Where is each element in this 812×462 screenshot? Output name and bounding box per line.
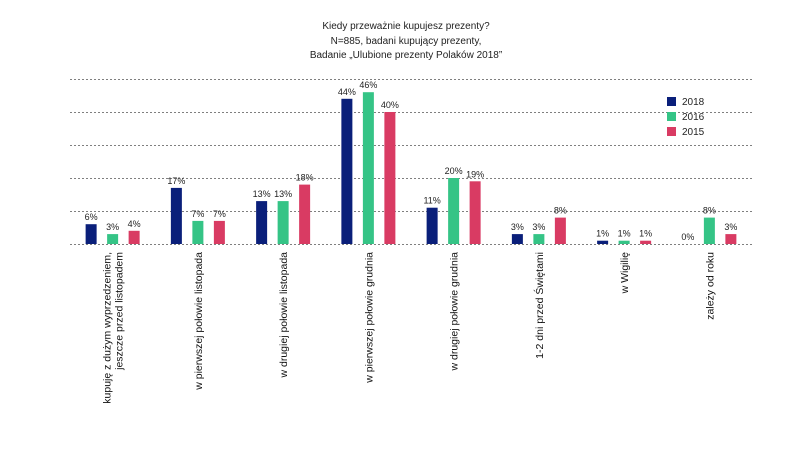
legend-label-2018: 2018 xyxy=(682,97,705,108)
category-label: kupuję z dużym wyprzedzeniem, xyxy=(102,252,114,404)
chart-title-line: Kiedy przeważnie kupujesz prezenty? xyxy=(322,21,490,32)
bar-2015 xyxy=(299,184,311,244)
data-label: 20% xyxy=(445,166,463,176)
data-label: 0% xyxy=(681,232,694,242)
data-label: 7% xyxy=(191,209,204,219)
category-label: 1-2 dni przed Świętami xyxy=(533,252,546,359)
data-label: 6% xyxy=(85,212,98,222)
data-label: 1% xyxy=(596,229,609,239)
data-label: 1% xyxy=(639,229,652,239)
data-label: 3% xyxy=(724,222,737,232)
data-label: 44% xyxy=(338,87,356,97)
chart-subtitle-line: N=885, badani kupujący prezenty, xyxy=(330,35,482,47)
data-label: 8% xyxy=(554,206,567,216)
bar-2016 xyxy=(533,234,545,244)
data-label: 19% xyxy=(466,169,484,179)
data-label: 13% xyxy=(253,189,271,199)
bar-2015 xyxy=(640,240,652,244)
legend-swatch-2016 xyxy=(667,112,676,121)
category-label: jeszcze przed listopadem xyxy=(114,252,126,371)
bar-2016 xyxy=(277,201,289,244)
bar-2015 xyxy=(469,181,481,244)
bar-2016 xyxy=(192,220,204,244)
data-label: 11% xyxy=(423,196,440,206)
data-label: 1% xyxy=(618,229,631,239)
category-label: w pierwszej połowie grudnia xyxy=(363,252,375,384)
bar-2015 xyxy=(554,217,566,244)
bar-2018 xyxy=(85,224,97,244)
data-label: 18% xyxy=(296,173,314,183)
bar-2015 xyxy=(128,230,140,244)
legend-swatch-2015 xyxy=(667,127,676,136)
chart-title: Kiedy przeważnie kupujesz prezenty? N=88… xyxy=(0,20,812,64)
bar-2015 xyxy=(213,220,225,244)
bar-2016 xyxy=(618,240,630,244)
data-label: 8% xyxy=(703,206,716,216)
data-label: 4% xyxy=(128,219,141,229)
data-label: 3% xyxy=(106,222,119,232)
bar-2018 xyxy=(341,98,353,244)
bar-2018 xyxy=(511,234,523,244)
bar-2018 xyxy=(426,207,438,244)
bar-2018 xyxy=(256,201,268,244)
legend-label-2016: 2016 xyxy=(682,112,705,123)
data-label: 40% xyxy=(381,100,399,110)
data-label: 13% xyxy=(274,189,292,199)
legend-swatch-2018 xyxy=(667,97,676,106)
legend-label-2015: 2015 xyxy=(682,127,705,138)
bar-2018 xyxy=(597,240,609,244)
bar-2018 xyxy=(170,187,182,244)
category-label: w Wigilię xyxy=(619,252,631,295)
category-label: zależy od roku xyxy=(704,252,716,320)
bar-2015 xyxy=(384,112,396,244)
bar-2015 xyxy=(725,234,737,244)
chart-source-line: Badanie „Ulubione prezenty Polaków 2018” xyxy=(309,50,503,61)
category-label: w pierwszej połowie listopada xyxy=(193,252,205,391)
data-label: 7% xyxy=(213,209,226,219)
data-label: 46% xyxy=(359,80,377,90)
bar-2016 xyxy=(448,178,460,244)
data-label: 17% xyxy=(167,176,185,186)
data-label: 3% xyxy=(532,222,545,232)
bar-2016 xyxy=(703,217,715,244)
bar-2016 xyxy=(362,92,374,244)
category-label: w drugiej połowie grudnia xyxy=(449,252,461,372)
category-label: w drugiej połowie listopada xyxy=(278,252,290,379)
data-label: 3% xyxy=(511,222,524,232)
bar-2016 xyxy=(107,234,119,244)
